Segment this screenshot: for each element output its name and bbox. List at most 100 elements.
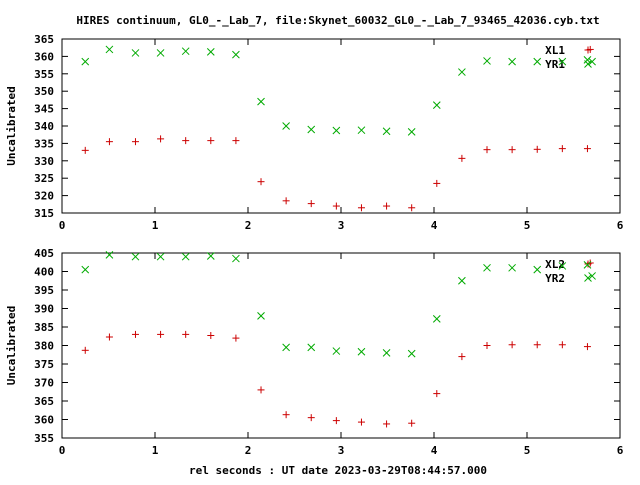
x-tick-label: 6 bbox=[617, 219, 624, 232]
data-point bbox=[533, 145, 541, 153]
y-tick-label: 355 bbox=[34, 432, 54, 445]
x-tick-label: 2 bbox=[245, 219, 252, 232]
y-tick-label: 330 bbox=[34, 155, 54, 168]
marker-stroke bbox=[156, 49, 165, 57]
data-point bbox=[432, 101, 441, 109]
y-tick-label: 395 bbox=[34, 284, 54, 297]
data-point bbox=[332, 126, 341, 135]
data-point bbox=[307, 200, 315, 208]
data-point bbox=[257, 312, 265, 320]
marker-stroke bbox=[257, 312, 265, 320]
data-point bbox=[508, 341, 516, 349]
data-point bbox=[586, 259, 594, 267]
data-point bbox=[407, 128, 416, 136]
x-tick-label: 3 bbox=[338, 444, 345, 457]
data-point bbox=[181, 47, 190, 56]
data-point bbox=[257, 178, 265, 186]
marker-stroke bbox=[156, 252, 165, 261]
marker-stroke bbox=[307, 343, 316, 352]
y-tick-label: 360 bbox=[34, 50, 54, 63]
y-tick-label: 375 bbox=[34, 358, 54, 371]
y-tick-label: 365 bbox=[34, 395, 54, 408]
data-point bbox=[207, 137, 215, 145]
data-point bbox=[81, 146, 89, 154]
data-point bbox=[257, 386, 265, 394]
marker-stroke bbox=[558, 57, 567, 66]
data-point bbox=[383, 420, 391, 428]
data-point bbox=[558, 262, 567, 270]
marker-stroke bbox=[232, 254, 240, 263]
lower-panel: 0 1 2 3 4 5 6 355 360 365 370 375 380 385 390 395 400 405… bbox=[5, 247, 624, 457]
data-point bbox=[483, 146, 491, 154]
data-point bbox=[357, 126, 366, 135]
data-point bbox=[131, 138, 139, 146]
data-point bbox=[332, 417, 340, 425]
x-tick-label: 5 bbox=[524, 219, 531, 232]
data-point bbox=[207, 332, 215, 340]
data-point bbox=[105, 250, 114, 259]
data-point bbox=[332, 347, 341, 355]
marker-stroke bbox=[332, 126, 341, 135]
data-point bbox=[458, 353, 466, 361]
data-point bbox=[232, 50, 240, 59]
x-tick-label: 1 bbox=[152, 219, 159, 232]
y-tick-label: 365 bbox=[34, 33, 54, 46]
marker-stroke bbox=[508, 263, 516, 272]
marker-stroke bbox=[282, 343, 290, 352]
y-axis-label: Uncalibrated bbox=[5, 306, 18, 385]
y-tick-label: 370 bbox=[34, 377, 54, 390]
y-tick-label: 335 bbox=[34, 137, 54, 150]
data-point bbox=[181, 252, 190, 261]
data-point bbox=[433, 390, 441, 398]
data-point bbox=[357, 418, 365, 426]
data-point bbox=[156, 252, 165, 261]
data-point bbox=[282, 122, 290, 130]
y-tick-label: 345 bbox=[34, 103, 54, 116]
data-point bbox=[105, 138, 113, 146]
data-point bbox=[583, 145, 591, 153]
marker-stroke bbox=[332, 347, 341, 355]
x-tick-label: 1 bbox=[152, 444, 159, 457]
marker-stroke bbox=[206, 48, 215, 56]
x-tick-label: 6 bbox=[617, 444, 624, 457]
data-point bbox=[483, 57, 491, 65]
data-point bbox=[583, 343, 591, 351]
data-point bbox=[382, 349, 391, 357]
legend-marker bbox=[584, 274, 592, 282]
data-point bbox=[558, 341, 566, 349]
marker-stroke bbox=[483, 263, 491, 272]
legend-label: YR2 bbox=[545, 272, 565, 285]
marker-stroke bbox=[105, 45, 114, 54]
marker-stroke bbox=[382, 127, 391, 136]
marker-stroke bbox=[206, 252, 215, 260]
data-point bbox=[586, 45, 594, 53]
y-tick-label: 340 bbox=[34, 120, 54, 133]
x-tick-label: 4 bbox=[431, 444, 438, 457]
data-point bbox=[383, 202, 391, 210]
data-point bbox=[458, 276, 466, 285]
legend-label: XL2 bbox=[545, 258, 565, 271]
x-tick-label: 5 bbox=[524, 444, 531, 457]
data-point bbox=[357, 347, 366, 356]
data-point bbox=[307, 125, 316, 134]
y-tick-label: 380 bbox=[34, 340, 54, 353]
marker-stroke bbox=[181, 252, 190, 261]
data-point bbox=[483, 342, 491, 349]
marker-stroke bbox=[181, 47, 190, 56]
data-point bbox=[131, 330, 139, 338]
y-axis-label: Uncalibrated bbox=[5, 86, 18, 165]
y-tick-label: 400 bbox=[34, 266, 54, 279]
marker-stroke bbox=[357, 347, 366, 356]
data-point bbox=[558, 57, 567, 66]
marker-stroke bbox=[81, 57, 90, 66]
data-point bbox=[458, 154, 466, 162]
y-tick-label: 355 bbox=[34, 68, 54, 81]
data-point bbox=[81, 346, 89, 354]
marker-stroke bbox=[432, 315, 441, 323]
marker-stroke bbox=[232, 50, 240, 59]
marker-stroke bbox=[407, 349, 416, 358]
data-point bbox=[432, 315, 441, 323]
data-point bbox=[282, 343, 290, 352]
